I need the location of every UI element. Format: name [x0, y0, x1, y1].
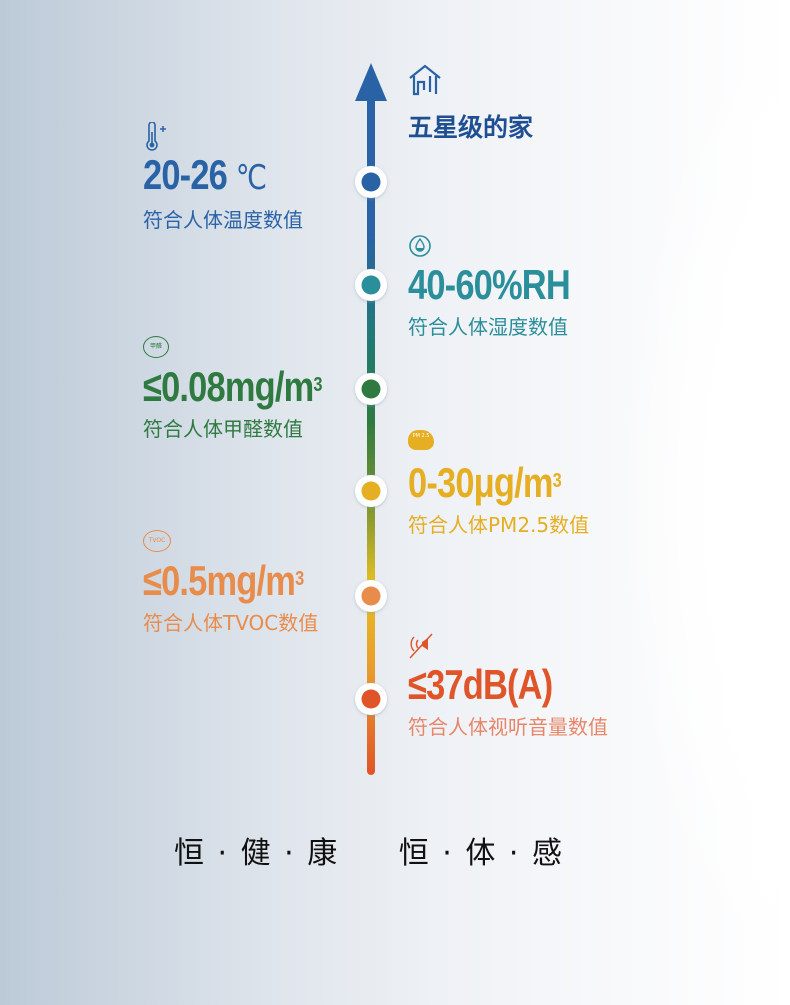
axis-arrowhead: [355, 63, 387, 101]
description: 符合人体PM2.5数值: [408, 513, 590, 537]
item-noise: ≤37dB(A) 符合人体视听音量数值: [408, 632, 608, 740]
timeline-node-dot: [361, 275, 381, 295]
droplet-icon: [409, 235, 431, 257]
description: 符合人体视听音量数值: [408, 715, 608, 739]
description: 符合人体TVOC数值: [143, 611, 319, 635]
slogan: 恒 · 健 · 康 恒 · 体 · 感: [174, 828, 564, 872]
timeline-node-dot: [361, 172, 381, 192]
timeline-node-dot: [361, 481, 381, 501]
speaker-mute-icon: [409, 633, 433, 659]
home-icon: [409, 64, 441, 96]
item-tvoc: TVOC ≤0.5mg/m3 符合人体TVOC数值: [143, 530, 339, 636]
description: 符合人体温度数值: [143, 208, 303, 232]
thermometer-icon: [146, 122, 166, 151]
value: 0-30μg/m3: [408, 459, 562, 506]
value: 40-60%RH: [408, 261, 571, 308]
timeline-node-dot: [361, 586, 381, 606]
item-temperature: 20-26 ℃ 符合人体温度数值: [143, 122, 303, 233]
slogan-right: 恒 · 体 · 感: [398, 836, 564, 871]
value: ≤0.08mg/m3: [143, 363, 323, 410]
description: 符合人体湿度数值: [408, 315, 568, 339]
item-humidity: 40-60%RH 符合人体湿度数值: [408, 232, 605, 340]
item-formaldehyde: 甲醛 ≤0.08mg/m3 符合人体甲醛数值: [143, 336, 361, 442]
slogan-left: 恒 · 健 · 康: [174, 836, 340, 871]
pm25-cloud-icon: PM 2.5: [408, 430, 434, 450]
value: ≤0.5mg/m3: [143, 557, 304, 604]
timeline-node-dot: [361, 379, 381, 399]
tvoc-icon: TVOC: [143, 530, 171, 552]
item-pm25: PM 2.5 0-30μg/m3 符合人体PM2.5数值: [408, 430, 595, 538]
formaldehyde-icon: 甲醛: [143, 336, 169, 358]
value: 20-26 ℃: [143, 151, 267, 199]
timeline-node-dot: [361, 689, 381, 709]
description: 符合人体甲醛数值: [143, 417, 303, 441]
page-title: 五星级的家: [408, 113, 534, 142]
value: ≤37dB(A): [408, 661, 553, 708]
header: 五星级的家: [408, 64, 533, 144]
